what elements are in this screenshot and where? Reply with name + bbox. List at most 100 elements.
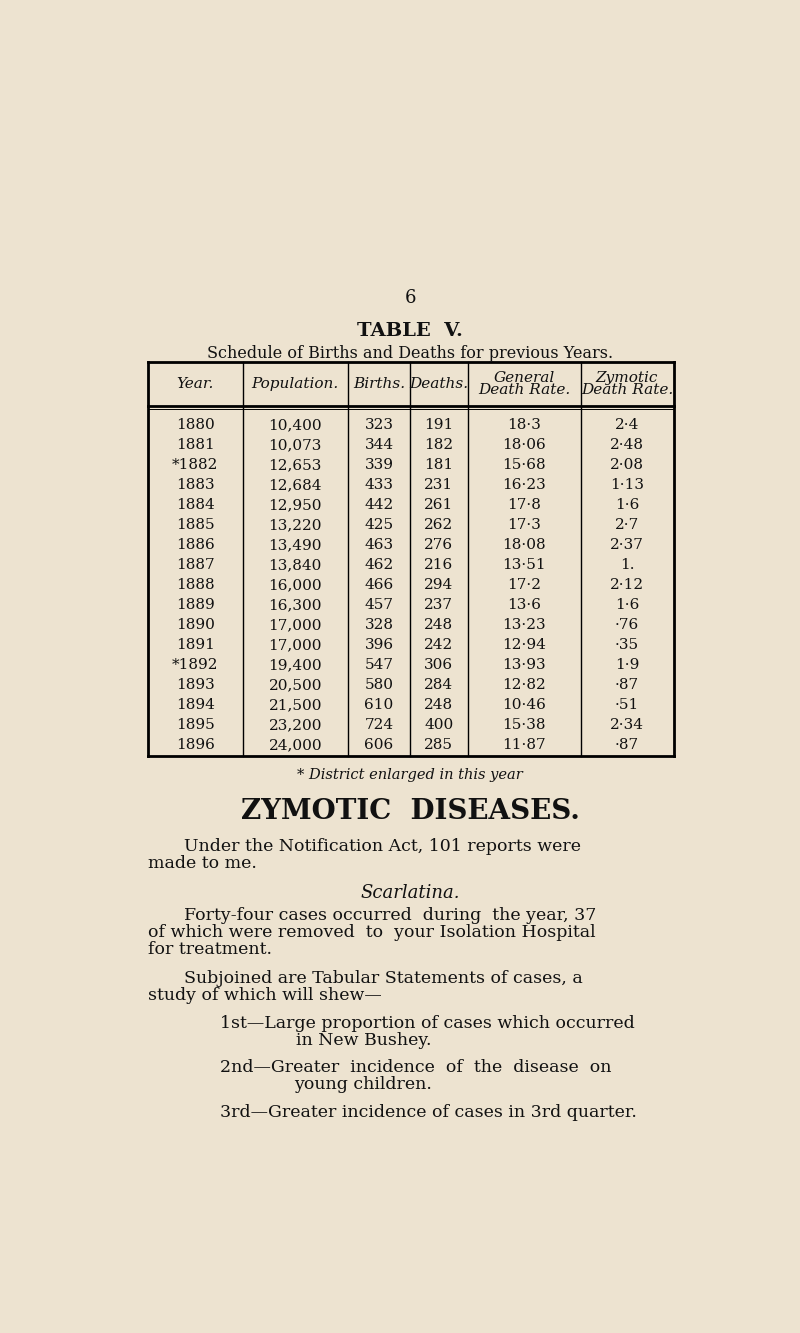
Text: 182: 182	[424, 437, 454, 452]
Text: Year.: Year.	[177, 377, 214, 391]
Text: 10·46: 10·46	[502, 698, 546, 712]
Text: 13·6: 13·6	[507, 599, 541, 612]
Text: young children.: young children.	[294, 1076, 433, 1093]
Text: 1885: 1885	[176, 519, 214, 532]
Text: *1882: *1882	[172, 457, 218, 472]
Text: ·35: ·35	[615, 639, 639, 652]
Text: 1886: 1886	[176, 539, 214, 552]
Text: 344: 344	[365, 437, 394, 452]
Text: 1880: 1880	[176, 417, 214, 432]
Text: 18·08: 18·08	[502, 539, 546, 552]
Text: 1896: 1896	[176, 738, 214, 752]
Text: 433: 433	[365, 479, 394, 492]
Text: 1891: 1891	[176, 639, 214, 652]
Text: 248: 248	[424, 698, 454, 712]
Text: 248: 248	[424, 619, 454, 632]
Text: TABLE  V.: TABLE V.	[357, 321, 463, 340]
Text: 237: 237	[424, 599, 453, 612]
Text: Death Rate.: Death Rate.	[478, 383, 570, 397]
Text: 276: 276	[424, 539, 454, 552]
Text: 15·38: 15·38	[502, 718, 546, 732]
Text: 12·94: 12·94	[502, 639, 546, 652]
Text: 285: 285	[424, 738, 453, 752]
Text: 294: 294	[424, 579, 454, 592]
Text: 580: 580	[365, 678, 394, 692]
Text: 262: 262	[424, 519, 454, 532]
Text: 10,400: 10,400	[269, 417, 322, 432]
Text: 1883: 1883	[176, 479, 214, 492]
Text: 1890: 1890	[176, 619, 214, 632]
Text: 216: 216	[424, 559, 454, 572]
Text: 13·51: 13·51	[502, 559, 546, 572]
Text: 191: 191	[424, 417, 454, 432]
Text: 13,840: 13,840	[269, 559, 322, 572]
Text: 21,500: 21,500	[269, 698, 322, 712]
Text: 16·23: 16·23	[502, 479, 546, 492]
Text: 2·08: 2·08	[610, 457, 644, 472]
Text: 547: 547	[365, 659, 394, 672]
Text: 1·6: 1·6	[615, 599, 639, 612]
Text: 12,684: 12,684	[269, 479, 322, 492]
Text: 610: 610	[364, 698, 394, 712]
Text: 2·7: 2·7	[615, 519, 639, 532]
Text: 724: 724	[365, 718, 394, 732]
Text: 231: 231	[424, 479, 454, 492]
Text: 16,000: 16,000	[269, 579, 322, 592]
Text: 2·4: 2·4	[615, 417, 639, 432]
Text: 2·34: 2·34	[610, 718, 644, 732]
Text: made to me.: made to me.	[148, 854, 257, 872]
Text: 1893: 1893	[176, 678, 214, 692]
Text: 17,000: 17,000	[269, 619, 322, 632]
Text: 13,490: 13,490	[269, 539, 322, 552]
Text: Births.: Births.	[353, 377, 405, 391]
Text: 339: 339	[365, 457, 394, 472]
Text: 1895: 1895	[176, 718, 214, 732]
Text: Subjoined are Tabular Statements of cases, a: Subjoined are Tabular Statements of case…	[184, 970, 582, 986]
Text: Scarlatina.: Scarlatina.	[360, 884, 460, 901]
Text: 11·87: 11·87	[502, 738, 546, 752]
Text: 18·3: 18·3	[507, 417, 541, 432]
Text: 12,950: 12,950	[269, 499, 322, 512]
Text: Forty-four cases occurred  during  the year, 37: Forty-four cases occurred during the yea…	[184, 906, 596, 924]
Text: 1·9: 1·9	[615, 659, 639, 672]
Text: Death Rate.: Death Rate.	[581, 383, 673, 397]
Text: ·76: ·76	[615, 619, 639, 632]
Text: 1884: 1884	[176, 499, 214, 512]
Text: 261: 261	[424, 499, 454, 512]
Text: 306: 306	[424, 659, 454, 672]
Text: 462: 462	[364, 559, 394, 572]
Text: 396: 396	[365, 639, 394, 652]
Text: 17·2: 17·2	[507, 579, 541, 592]
Text: 13,220: 13,220	[269, 519, 322, 532]
Text: 2·37: 2·37	[610, 539, 644, 552]
Text: 3rd—Greater incidence of cases in 3rd quarter.: 3rd—Greater incidence of cases in 3rd qu…	[220, 1104, 637, 1121]
Text: Zymotic: Zymotic	[596, 371, 658, 385]
Text: 2·12: 2·12	[610, 579, 644, 592]
Text: 1·6: 1·6	[615, 499, 639, 512]
Text: Deaths.: Deaths.	[409, 377, 468, 391]
Text: in New Bushey.: in New Bushey.	[296, 1032, 431, 1049]
Text: 1.: 1.	[620, 559, 634, 572]
Text: 425: 425	[365, 519, 394, 532]
Text: 1881: 1881	[176, 437, 214, 452]
Text: 13·93: 13·93	[502, 659, 546, 672]
Text: 6: 6	[404, 289, 416, 308]
Text: 12,653: 12,653	[269, 457, 322, 472]
Text: 242: 242	[424, 639, 454, 652]
Text: 442: 442	[364, 499, 394, 512]
Text: * District enlarged in this year: * District enlarged in this year	[297, 768, 523, 782]
Text: 284: 284	[424, 678, 454, 692]
Text: 457: 457	[365, 599, 394, 612]
Text: 16,300: 16,300	[269, 599, 322, 612]
Text: 1888: 1888	[176, 579, 214, 592]
Text: 606: 606	[364, 738, 394, 752]
Text: *1892: *1892	[172, 659, 218, 672]
Text: 1·13: 1·13	[610, 479, 644, 492]
Text: 1st—Large proportion of cases which occurred: 1st—Large proportion of cases which occu…	[220, 1014, 635, 1032]
Text: 19,400: 19,400	[269, 659, 322, 672]
Text: of which were removed  to  your Isolation Hospital: of which were removed to your Isolation …	[148, 924, 596, 941]
Text: 17·8: 17·8	[507, 499, 541, 512]
Text: study of which will shew—: study of which will shew—	[148, 986, 382, 1004]
Text: 2·48: 2·48	[610, 437, 644, 452]
Text: 12·82: 12·82	[502, 678, 546, 692]
